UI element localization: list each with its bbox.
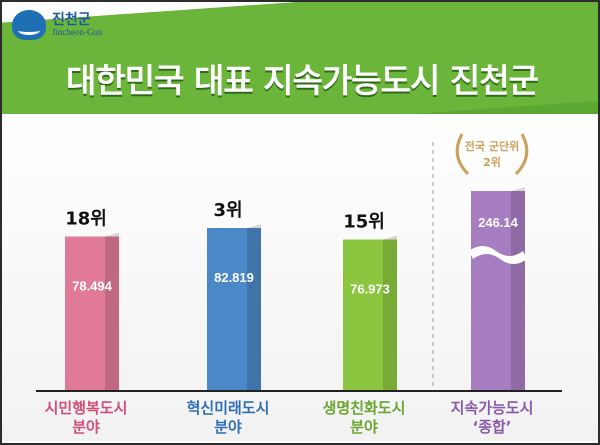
value-label-1: 78.494 bbox=[72, 279, 113, 294]
category-label-3-line-1: 생명친화도시 bbox=[323, 399, 406, 417]
value-label-3: 76.973 bbox=[350, 282, 390, 297]
category-label-1-line-1: 시민행복도시 bbox=[45, 399, 128, 417]
bar-top-1 bbox=[65, 232, 119, 237]
bar-chart: 78.49418위시민행복도시분야82.8193위혁신미래도시분야76.9731… bbox=[36, 133, 562, 436]
bar-shade-1 bbox=[105, 232, 119, 391]
bar-4 bbox=[471, 191, 525, 391]
bar-top-2 bbox=[207, 224, 261, 229]
category-label-4-line-1: 지속가능도시 bbox=[451, 399, 534, 417]
chart-area: 78.494 18위 시민행복도시 분야 82.819 3위 혁신미래도시 분야 76.973 1… bbox=[2, 114, 598, 441]
header-banner: 진천군 Jincheon-Gun 대한민국 대표 지속가능도시 진천군 bbox=[2, 2, 598, 114]
laurel-left-icon bbox=[455, 133, 470, 176]
page-title-main: 대한민국 대표 지속가능도시 bbox=[66, 61, 440, 100]
category-label-1-line-2: 분야 bbox=[72, 418, 100, 436]
badge-line-2: 2위 bbox=[483, 156, 501, 169]
rank-label-2: 3위 bbox=[213, 200, 242, 221]
category-label-4-line-2: ‘종합’ bbox=[473, 418, 512, 436]
bar-top-4 bbox=[471, 187, 525, 191]
logo-text: 진천군 Jincheon-Gun bbox=[52, 13, 103, 37]
bar-1 bbox=[65, 236, 119, 391]
bar-shade-4 bbox=[511, 187, 525, 391]
category-label-3-line-2: 분야 bbox=[350, 418, 378, 436]
badge-line-1: 전국 군단위 bbox=[465, 139, 519, 153]
page-title-emphasis: 진천군 bbox=[449, 61, 539, 100]
rank-label-1: 18위 bbox=[65, 209, 107, 230]
bar-shade-3 bbox=[383, 235, 397, 391]
jincheon-logo: 진천군 Jincheon-Gun bbox=[12, 10, 103, 40]
bar-shade-2 bbox=[247, 224, 261, 391]
value-label-4: 246.14 bbox=[478, 215, 519, 230]
jincheon-logo-icon bbox=[12, 10, 46, 40]
category-label-2-line-2: 분야 bbox=[214, 418, 242, 436]
page-title: 대한민국 대표 지속가능도시 진천군 bbox=[2, 54, 598, 102]
logo-english-name: Jincheon-Gun bbox=[52, 26, 103, 37]
bar-top-3 bbox=[343, 235, 397, 240]
bar-2 bbox=[207, 228, 261, 391]
logo-korean-name: 진천군 bbox=[52, 11, 91, 28]
laurel-right-icon bbox=[514, 133, 529, 176]
bar-3 bbox=[343, 239, 397, 391]
rank-label-3: 15위 bbox=[343, 212, 385, 233]
axis-break-wave bbox=[469, 246, 527, 264]
value-label-2: 82.819 bbox=[214, 270, 254, 285]
category-label-2-line-1: 혁신미래도시 bbox=[187, 399, 270, 417]
